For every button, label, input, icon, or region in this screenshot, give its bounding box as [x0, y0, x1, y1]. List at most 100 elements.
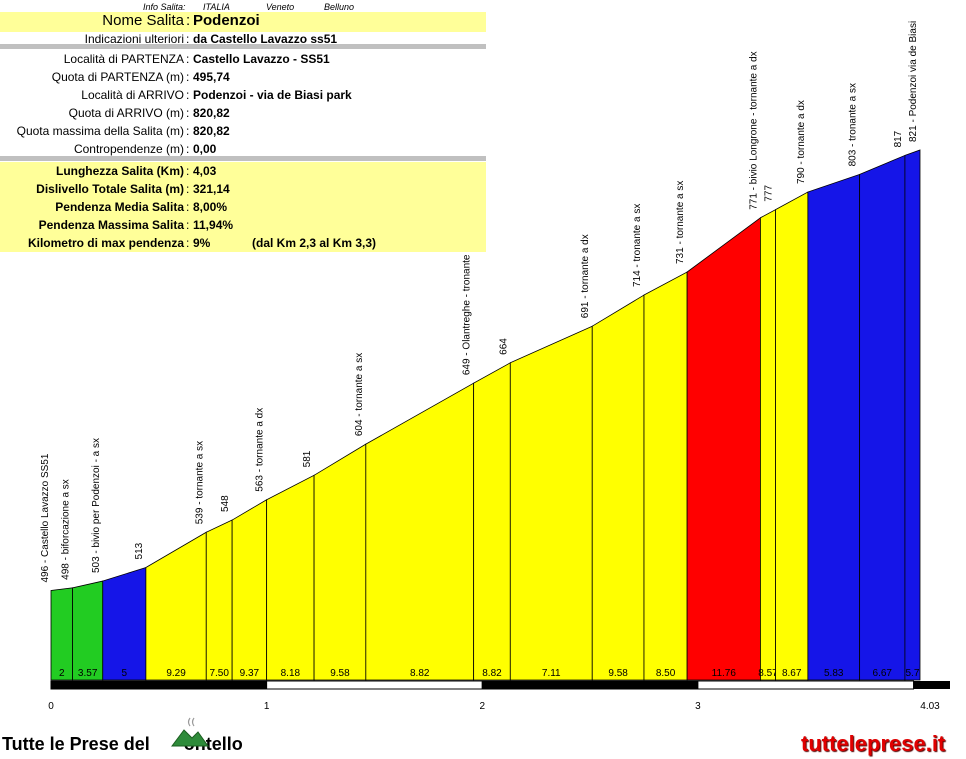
profile-segment [102, 566, 147, 681]
info-key: Quota massima della Salita (m) [16, 124, 184, 138]
segment-grade-label: 8.18 [281, 668, 301, 679]
stats-key: Dislivello Totale Salita (m) [36, 182, 184, 196]
profile-segment [904, 149, 921, 681]
info-colon: : [186, 124, 190, 138]
info-salita-label: Info Salita: [143, 2, 186, 12]
max-km-note: (dal Km 2,3 al Km 3,3) [252, 236, 377, 250]
info-row-name: Nome Salita : Podenzoi [0, 12, 486, 32]
segment-grade-label: 6.67 [873, 668, 893, 679]
point-label: 548 [220, 495, 231, 512]
info-colon: : [186, 200, 190, 214]
point-label: 714 - tronante a sx [632, 204, 643, 287]
profile-segment [266, 474, 315, 681]
info-value: 820,82 [193, 106, 230, 120]
point-label: 513 [134, 542, 145, 559]
segment-grade-label: 8.82 [410, 668, 430, 679]
stats-value: 321,14 [193, 182, 230, 196]
segment-grade-label: 9.58 [608, 668, 628, 679]
info-colon: : [186, 32, 190, 46]
profile-segment [50, 587, 73, 681]
segment-grade-label: 2 [59, 668, 65, 679]
info-colon: : [186, 236, 190, 250]
stats-key: Pendenza Media Salita [55, 200, 184, 214]
info-key: Indicazioni ulteriori [84, 32, 184, 46]
segment-grade-label: 7.50 [209, 668, 229, 679]
info-value: 820,82 [193, 124, 230, 138]
segment-grade-label: 9.37 [240, 668, 260, 679]
country-label: ITALIA [203, 2, 230, 12]
profile-segment [760, 208, 776, 681]
point-label: 498 - biforcazione a sx [61, 479, 72, 580]
info-colon: : [186, 182, 190, 196]
segment-grade-label: 7.11 [542, 668, 561, 679]
profile-segment [313, 443, 367, 681]
segment-grade-label: 8.67 [782, 668, 802, 679]
info-value: da Castello Lavazzo ss51 [193, 32, 338, 46]
stats-row: Dislivello Totale Salita (m) : 321,14 [0, 180, 486, 198]
km-scale-block [697, 680, 915, 690]
km-scale-block [481, 680, 699, 690]
segment-grade-label: 9.58 [330, 668, 350, 679]
x-tick-label: 4.03 [920, 701, 940, 712]
profile-segment [775, 191, 809, 681]
stats-row: Pendenza Media Salita : 8,00% [0, 198, 486, 216]
info-colon: : [186, 218, 190, 232]
info-row: Quota massima della Salita (m) : 820,82 [0, 122, 486, 140]
climb-name: Podenzoi [193, 12, 260, 29]
x-tick-label: 3 [695, 701, 701, 712]
segment-grade-label: 9.29 [166, 668, 186, 679]
info-value: Castello Lavazzo - SS51 [193, 52, 330, 66]
point-label: 649 - Olantreghe - tronante [462, 254, 473, 375]
info-key: Nome Salita [102, 12, 184, 29]
point-label: 777 [764, 185, 775, 202]
info-key: Quota di ARRIVO (m) [68, 106, 184, 120]
segment-grade-label: 8.50 [656, 668, 676, 679]
separator [0, 44, 486, 49]
profile-segment [145, 531, 207, 681]
profile-segment [591, 294, 645, 681]
info-value: Podenzoi - via de Biasi park [193, 88, 352, 102]
profile-segment [365, 382, 475, 681]
segment-grade-label: 5 [122, 668, 128, 679]
montello-hill-logo [171, 717, 209, 747]
info-row: Quota di ARRIVO (m) : 820,82 [0, 104, 486, 122]
stats-value: 9% [193, 236, 211, 250]
info-colon: : [186, 52, 190, 66]
info-value: 0,00 [193, 142, 217, 156]
point-label: 771 - bivio Longrone - tornante a dx [748, 51, 759, 209]
segment-grade-label: 3.57 [78, 668, 98, 679]
point-label: 817 [893, 130, 904, 147]
point-label: 790 - tornante a dx [796, 100, 807, 184]
stats-row: Kilometro di max pendenza : 9% [0, 234, 486, 252]
stats-key: Pendenza Massima Salita [38, 218, 184, 232]
info-colon: : [186, 88, 190, 102]
info-row: Località di ARRIVO : Podenzoi - via de B… [0, 86, 486, 104]
info-key: Contropendenze (m) [73, 142, 184, 156]
info-colon: : [186, 164, 190, 178]
point-label: 563 - tornante a dx [255, 408, 266, 492]
stats-key: Lunghezza Salita (Km) [55, 164, 184, 178]
point-label: 496 - Castello Lavazzo SS51 [40, 453, 51, 582]
segment-grade-label: 8.82 [482, 668, 502, 679]
profile-segment [72, 580, 104, 681]
point-label: 731 - tornante a sx [675, 181, 686, 264]
segment-grade-label: 5.83 [824, 668, 844, 679]
point-label: 539 - tornante a sx [194, 441, 205, 524]
info-value: 495,74 [193, 70, 230, 84]
profile-segment [807, 173, 861, 681]
point-label: 581 [302, 450, 313, 467]
point-label: 691 - tornante a dx [580, 234, 591, 318]
segment-grade-label: 5.7 [905, 668, 919, 679]
segment-grade-label: 11.76 [712, 668, 737, 679]
info-colon: : [186, 70, 190, 84]
info-row: Contropendenze (m) : 0,00 [0, 140, 486, 158]
stats-value: 11,94% [193, 218, 234, 232]
x-tick-label: 1 [264, 701, 270, 712]
point-label: 503 - bivio per Podenzoi - a sx [91, 438, 102, 573]
km-scale-block [50, 680, 268, 690]
km-scale-block [266, 680, 483, 690]
stats-value: 8,00% [193, 200, 228, 214]
info-colon: : [186, 106, 190, 120]
separator [0, 156, 486, 161]
